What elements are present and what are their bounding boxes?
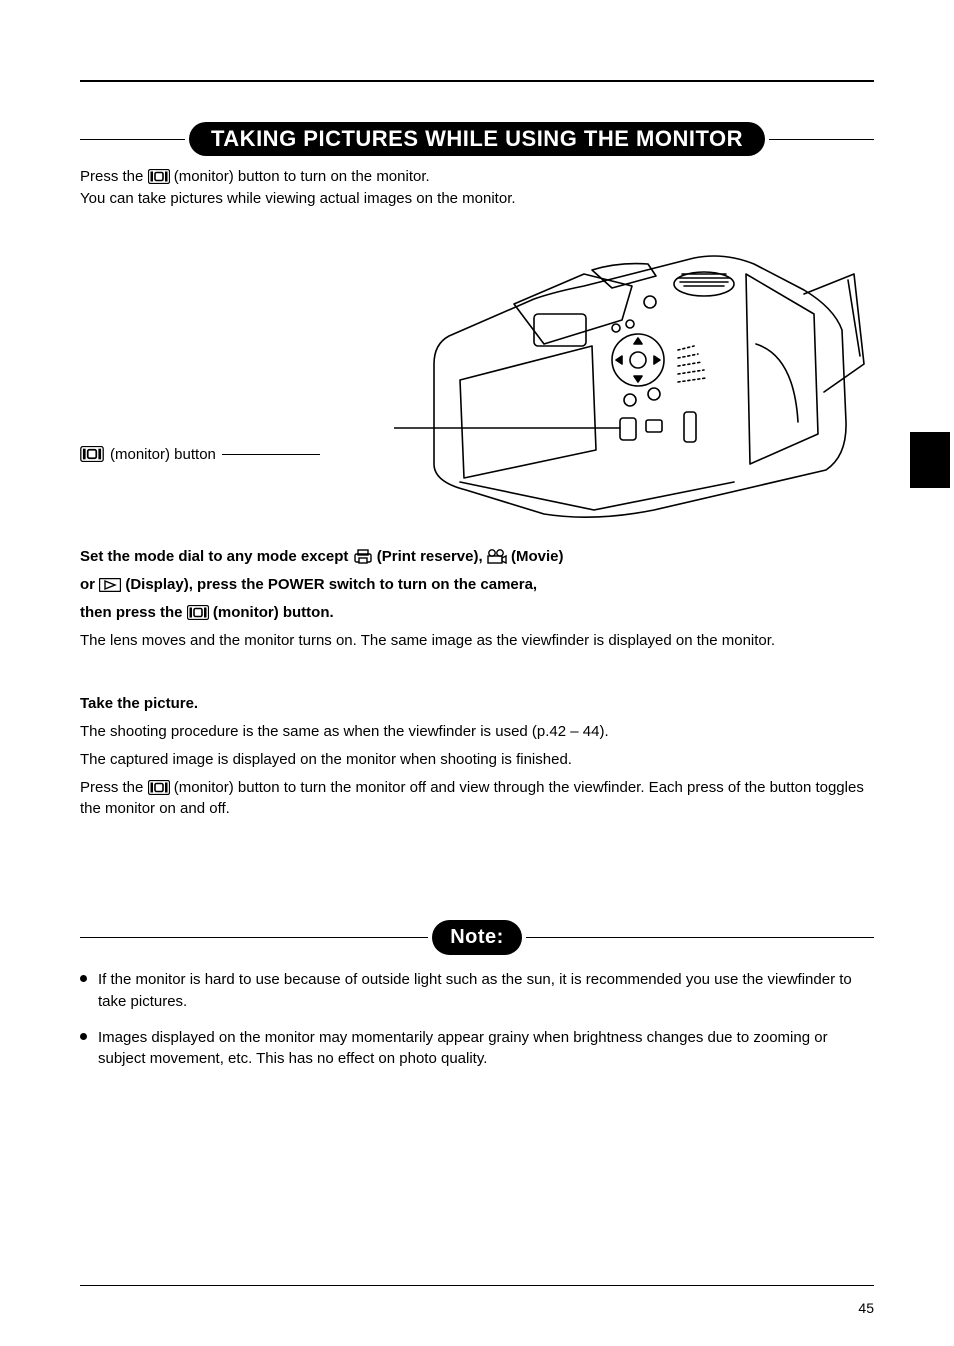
intro-line2: You can take pictures while viewing actu… [80,190,516,207]
camera-illustration [394,224,874,524]
step-1-line3: then press the (monitor) button. [80,602,874,624]
step-1-line2-mid: (Display), press the POWER switch to tur… [125,576,537,593]
step-1-line2-prefix: or [80,576,99,593]
bottom-horizontal-rule [80,1285,874,1286]
note-row-line-left [80,937,428,938]
page-number: 45 [858,1300,874,1316]
step-1-line1-suffix: (Movie) [511,548,564,565]
step-1-line1-prefix: Set the mode dial to any mode except [80,548,353,565]
step-1-line1: Set the mode dial to any mode except (Pr… [80,546,874,568]
figure-callout-left: (monitor) button [80,224,320,466]
pill-row-line-right [769,139,874,140]
step-1-line3-prefix: then press the [80,604,187,621]
note-pill: Note: [432,920,522,955]
body-content: Press the (monitor) button to turn on th… [80,166,874,1070]
print-reserve-icon [353,549,373,564]
step-2-line3: Press the (monitor) button to turn the m… [80,777,874,821]
intro-paragraph: Press the (monitor) button to turn on th… [80,166,874,210]
callout-leader-line [222,454,320,455]
step-2-line1: The shooting procedure is the same as wh… [80,721,874,743]
step-2-line3-prefix: Press the [80,779,148,796]
step-1: Set the mode dial to any mode except (Pr… [80,546,874,651]
monitor-icon [148,169,170,184]
monitor-icon [80,446,104,462]
step-2-heading: Take the picture. [80,693,874,715]
step-1-line3-suffix: (monitor) button. [213,604,334,621]
title-pill: TAKING PICTURES WHILE USING THE MONITOR [189,122,765,156]
title-pill-row: TAKING PICTURES WHILE USING THE MONITOR [80,122,874,156]
step-1-line1-mid: (Print reserve), [377,548,487,565]
notes-block: If the monitor is hard to use because of… [80,969,874,1070]
step-1-line2: or (Display), press the POWER switch to … [80,574,874,596]
pill-row-line-left [80,139,185,140]
camera-illustration-container [394,224,874,531]
top-horizontal-rule [80,80,874,82]
monitor-button-callout: (monitor) button [80,444,320,466]
step-1-explain: The lens moves and the monitor turns on.… [80,630,874,652]
monitor-icon [148,780,170,795]
intro-line1-prefix: Press the [80,168,148,185]
movie-icon [487,549,507,564]
step-2-line3-suffix: (monitor) button to turn the monitor off… [80,779,864,818]
step-2-line2: The captured image is displayed on the m… [80,749,874,771]
display-icon [99,578,121,592]
figure-block: (monitor) button [80,224,874,531]
note-pill-row: Note: [80,920,874,955]
intro-line1-suffix: (monitor) button to turn on the monitor. [174,168,430,185]
page-root: TAKING PICTURES WHILE USING THE MONITOR … [0,0,954,1346]
note-item-1: If the monitor is hard to use because of… [98,969,874,1013]
section-index-tab [910,432,950,488]
monitor-icon [187,605,209,620]
monitor-button-callout-text: (monitor) button [110,444,216,466]
step-2: Take the picture. The shooting procedure… [80,693,874,820]
note-item-2: Images displayed on the monitor may mome… [98,1027,874,1071]
note-row-line-right [526,937,874,938]
